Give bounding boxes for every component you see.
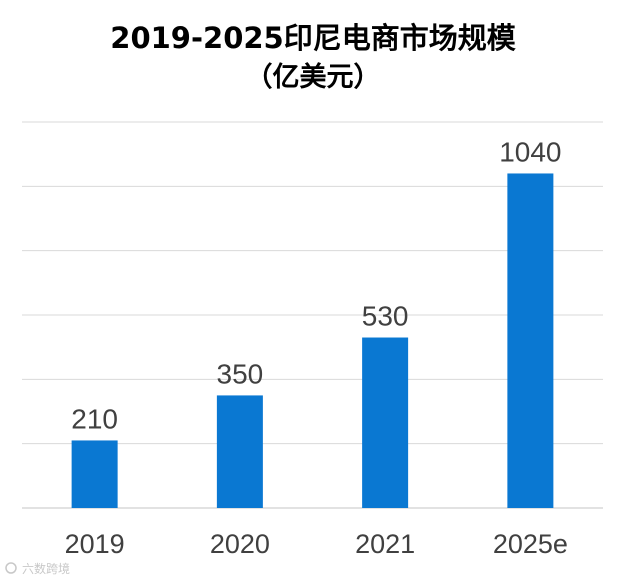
- bars: [71, 173, 554, 508]
- watermark: 六数跨境: [5, 561, 70, 576]
- bar-2020: [216, 395, 263, 508]
- data-label-2025e: 1040: [499, 136, 561, 167]
- x-tick-2019: 2019: [65, 529, 125, 559]
- gridlines: [22, 121, 603, 509]
- chart-title: 2019-2025印尼电商市场规模: [110, 21, 516, 55]
- chart-subtitle: （亿美元）: [246, 61, 381, 93]
- x-tick-labels: 2019 2020 2021 2025e: [65, 529, 568, 559]
- x-tick-2025e: 2025e: [493, 529, 568, 559]
- x-tick-2020: 2020: [210, 529, 270, 559]
- watermark-text: 六数跨境: [22, 561, 70, 576]
- data-labels: 210 350 530 1040: [71, 136, 561, 434]
- data-label-2021: 530: [362, 301, 409, 332]
- x-tick-2021: 2021: [355, 529, 415, 559]
- bar-2025e: [507, 173, 554, 508]
- data-label-2019: 210: [71, 403, 118, 434]
- data-label-2020: 350: [217, 358, 264, 389]
- bar-2021: [362, 337, 409, 508]
- bar-2019: [71, 440, 118, 508]
- watermark-logo-icon: [5, 562, 17, 574]
